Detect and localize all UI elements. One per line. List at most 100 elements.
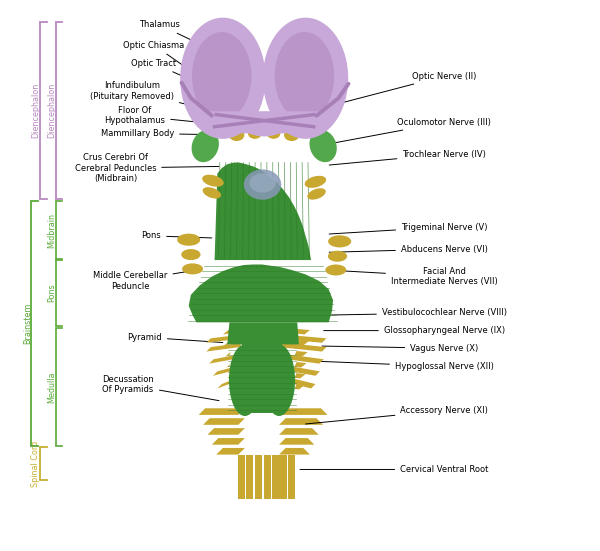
- Ellipse shape: [248, 128, 262, 139]
- Polygon shape: [217, 376, 242, 388]
- Ellipse shape: [191, 130, 219, 162]
- Polygon shape: [272, 455, 280, 499]
- Polygon shape: [295, 351, 308, 356]
- Text: Pyramid: Pyramid: [127, 333, 223, 343]
- Text: Diencephalon: Diencephalon: [31, 83, 40, 138]
- Ellipse shape: [229, 344, 261, 416]
- Ellipse shape: [263, 344, 295, 416]
- Polygon shape: [225, 351, 231, 356]
- Polygon shape: [279, 418, 323, 425]
- Ellipse shape: [181, 249, 200, 260]
- Polygon shape: [246, 455, 253, 499]
- Polygon shape: [279, 448, 310, 455]
- Polygon shape: [242, 342, 283, 413]
- Polygon shape: [223, 329, 231, 334]
- Ellipse shape: [284, 51, 314, 87]
- Polygon shape: [205, 111, 323, 131]
- Text: Optic Tract: Optic Tract: [131, 59, 209, 88]
- Polygon shape: [213, 365, 242, 376]
- Text: Mammillary Body: Mammillary Body: [101, 129, 230, 138]
- Text: Glossopharyngeal Nerve (IX): Glossopharyngeal Nerve (IX): [324, 326, 505, 335]
- Polygon shape: [224, 340, 231, 345]
- Text: Spinal Cord: Spinal Cord: [31, 441, 40, 487]
- Text: Optic Nerve (II): Optic Nerve (II): [333, 72, 476, 105]
- Polygon shape: [215, 163, 311, 260]
- Text: Crus Cerebri Of
Cerebral Peduncles
(Midbrain): Crus Cerebri Of Cerebral Peduncles (Midb…: [74, 153, 219, 183]
- Polygon shape: [279, 376, 316, 388]
- Ellipse shape: [180, 18, 266, 139]
- Text: Optic Chiasma: Optic Chiasma: [124, 41, 237, 103]
- Text: Infundibulum
(Pituitary Removed): Infundibulum (Pituitary Removed): [90, 81, 230, 115]
- Ellipse shape: [177, 234, 200, 246]
- Text: Trigeminal Nerve (V): Trigeminal Nerve (V): [329, 223, 488, 234]
- Polygon shape: [295, 384, 304, 390]
- Ellipse shape: [305, 176, 326, 188]
- Polygon shape: [279, 354, 323, 364]
- Text: Pons: Pons: [142, 231, 212, 240]
- Ellipse shape: [244, 170, 281, 199]
- Polygon shape: [203, 418, 245, 425]
- Polygon shape: [279, 343, 326, 352]
- Polygon shape: [279, 428, 319, 435]
- Polygon shape: [295, 329, 310, 334]
- Polygon shape: [227, 322, 299, 344]
- Polygon shape: [263, 455, 271, 499]
- Ellipse shape: [229, 129, 244, 141]
- Ellipse shape: [328, 235, 351, 247]
- Text: Vestibulocochlear Nerve (VIII): Vestibulocochlear Nerve (VIII): [324, 309, 507, 317]
- Ellipse shape: [310, 130, 337, 162]
- Polygon shape: [288, 455, 295, 499]
- Ellipse shape: [182, 263, 203, 274]
- Text: Thalamus: Thalamus: [139, 20, 234, 61]
- Polygon shape: [295, 340, 309, 345]
- Polygon shape: [279, 365, 320, 376]
- Ellipse shape: [266, 128, 280, 139]
- Polygon shape: [208, 428, 245, 435]
- Polygon shape: [238, 455, 245, 499]
- Polygon shape: [206, 334, 242, 343]
- Ellipse shape: [250, 173, 276, 192]
- Polygon shape: [212, 438, 245, 445]
- Text: Midbrain: Midbrain: [47, 213, 56, 248]
- Polygon shape: [279, 438, 314, 445]
- Polygon shape: [216, 448, 245, 455]
- Ellipse shape: [275, 32, 334, 120]
- Polygon shape: [227, 373, 233, 379]
- Polygon shape: [209, 354, 242, 364]
- Ellipse shape: [202, 175, 224, 187]
- Polygon shape: [295, 362, 307, 368]
- Polygon shape: [295, 373, 305, 379]
- Ellipse shape: [284, 129, 299, 141]
- Ellipse shape: [241, 111, 287, 136]
- Polygon shape: [199, 408, 245, 415]
- Ellipse shape: [325, 264, 346, 276]
- Text: Trochlear Nerve (IV): Trochlear Nerve (IV): [329, 150, 486, 165]
- Text: Facial And
Intermediate Nerves (VII): Facial And Intermediate Nerves (VII): [329, 267, 498, 287]
- Polygon shape: [206, 343, 242, 352]
- Text: Decussation
Of Pyramids: Decussation Of Pyramids: [102, 375, 219, 401]
- Text: Pons: Pons: [47, 284, 56, 302]
- Ellipse shape: [263, 18, 348, 139]
- Text: Oculomotor Nerve (III): Oculomotor Nerve (III): [329, 118, 491, 144]
- Text: Medulla: Medulla: [47, 371, 56, 403]
- Ellipse shape: [192, 32, 251, 120]
- Polygon shape: [279, 408, 328, 415]
- Ellipse shape: [203, 187, 221, 198]
- Polygon shape: [259, 121, 269, 133]
- Text: Middle Cerebellar
Peduncle: Middle Cerebellar Peduncle: [93, 271, 194, 291]
- Polygon shape: [255, 455, 262, 499]
- Text: Brainstem: Brainstem: [23, 302, 32, 344]
- Polygon shape: [226, 362, 232, 368]
- Polygon shape: [280, 455, 287, 499]
- Polygon shape: [188, 264, 333, 322]
- Text: Floor Of
Hypothalamus: Floor Of Hypothalamus: [104, 106, 230, 126]
- Text: Diencephalon: Diencephalon: [47, 83, 56, 138]
- Ellipse shape: [307, 188, 326, 199]
- Polygon shape: [212, 122, 317, 133]
- Text: Abducens Nerve (VI): Abducens Nerve (VI): [329, 245, 488, 253]
- Ellipse shape: [201, 51, 232, 87]
- Text: Hypoglossal Nerve (XII): Hypoglossal Nerve (XII): [311, 361, 494, 371]
- Polygon shape: [229, 384, 234, 390]
- Text: Cervical Ventral Root: Cervical Ventral Root: [300, 465, 488, 474]
- Text: Accessory Nerve (XI): Accessory Nerve (XI): [305, 406, 488, 424]
